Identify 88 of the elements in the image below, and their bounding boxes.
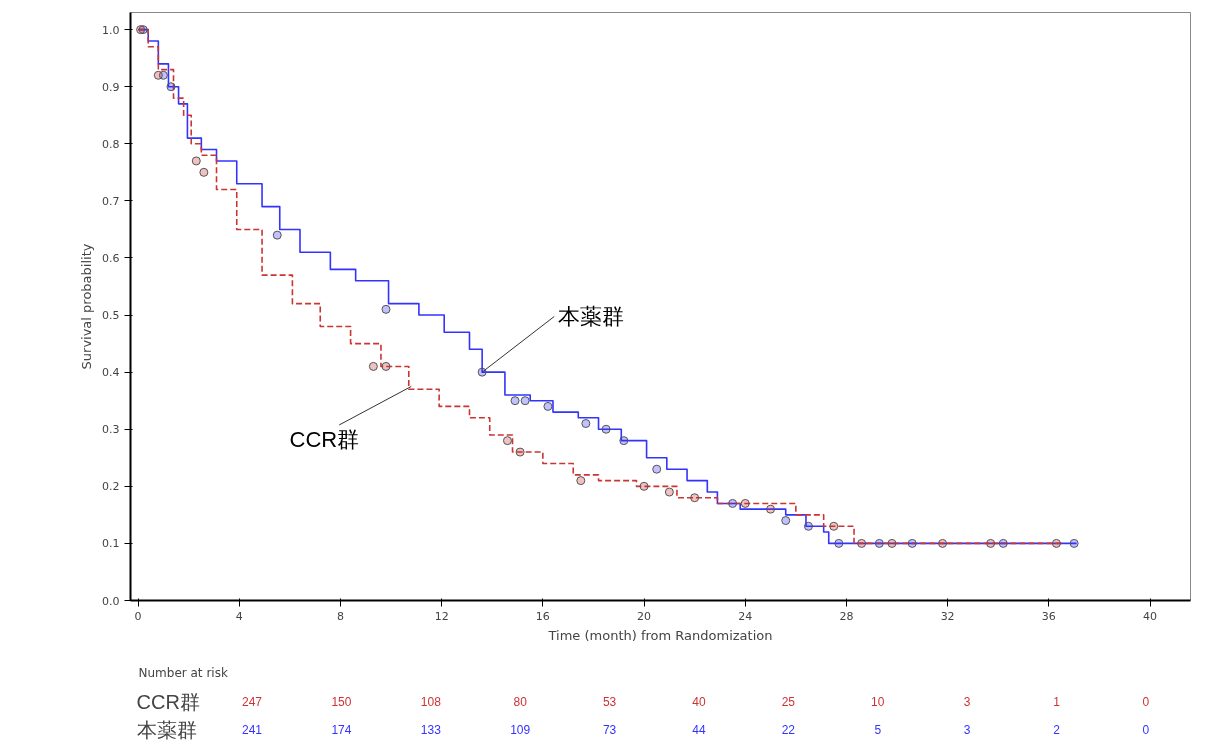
- point: [857, 538, 867, 548]
- point: [639, 481, 649, 491]
- point: [938, 538, 948, 548]
- text: 174: [331, 723, 352, 738]
- point: [1051, 538, 1061, 548]
- point: [368, 361, 378, 371]
- text: 2: [1053, 723, 1061, 738]
- point: [652, 464, 662, 474]
- point: [576, 476, 586, 486]
- point: [740, 498, 750, 508]
- x-tick-label: 32: [940, 609, 955, 623]
- text: 108: [420, 695, 442, 710]
- text: 53: [602, 695, 617, 710]
- text: 本薬群: [136, 718, 197, 741]
- x-tick-label: 36: [1041, 609, 1056, 623]
- text: Number at risk: [138, 666, 228, 681]
- x-tick-label: 12: [434, 609, 449, 623]
- text: 5: [874, 723, 882, 738]
- point: [690, 493, 700, 503]
- text: 44: [692, 723, 706, 738]
- y-tick-label: 0.4: [102, 366, 120, 380]
- point: [728, 498, 738, 508]
- point: [153, 70, 163, 80]
- text: 241: [242, 723, 263, 738]
- point: [874, 538, 884, 548]
- text: 133: [420, 723, 442, 738]
- point: [766, 504, 776, 514]
- text: 73: [602, 723, 617, 738]
- x-tick-label: 28: [839, 609, 854, 623]
- text: 22: [781, 723, 796, 738]
- annotation: CCR群: [289, 426, 360, 452]
- text: 3: [963, 695, 971, 710]
- point: [664, 487, 674, 497]
- y-tick-label: 1.0: [102, 23, 120, 37]
- x-axis-title: Time (month) from Randomization: [547, 627, 773, 643]
- text: 1: [1053, 695, 1061, 710]
- point: [781, 516, 791, 526]
- y-tick-label: 0.2: [102, 480, 120, 494]
- point: [619, 436, 629, 446]
- x-tick-label: 40: [1143, 609, 1158, 623]
- y-tick-label: 0.1: [102, 537, 120, 551]
- point: [581, 419, 591, 429]
- text: 0: [1142, 695, 1150, 710]
- y-tick-label: 0.5: [102, 309, 120, 323]
- text: 3: [963, 723, 971, 738]
- text: 25: [781, 695, 796, 710]
- y-tick-label: 0.9: [102, 80, 120, 94]
- point: [381, 304, 391, 314]
- text: 150: [331, 695, 352, 710]
- x-tick-label: 8: [336, 609, 344, 623]
- y-tick-label: 0.6: [102, 251, 120, 265]
- annotation: 本薬群: [558, 303, 625, 329]
- text: CCR群: [136, 690, 200, 713]
- point: [998, 538, 1008, 548]
- x-tick-label: 24: [738, 609, 753, 623]
- point: [166, 82, 176, 92]
- text: 247: [242, 695, 263, 710]
- point: [191, 156, 201, 166]
- point: [829, 521, 839, 531]
- point: [986, 538, 996, 548]
- y-tick-label: 0.8: [102, 137, 120, 151]
- y-tick-label: 0.3: [102, 423, 120, 437]
- point: [199, 167, 209, 177]
- x-tick-label: 0: [134, 609, 142, 623]
- point: [381, 361, 391, 371]
- text: 109: [510, 723, 531, 738]
- point: [510, 396, 520, 406]
- point: [520, 396, 530, 406]
- point: [907, 538, 917, 548]
- point: [887, 538, 897, 548]
- point: [804, 521, 813, 531]
- point: [502, 436, 512, 446]
- y-tick-label: 0.0: [102, 594, 120, 608]
- y-tick-label: 0.7: [102, 194, 120, 208]
- text: 0: [1142, 723, 1150, 738]
- text: 40: [692, 695, 706, 710]
- x-tick-label: 4: [235, 609, 243, 623]
- point: [601, 424, 611, 434]
- point: [272, 230, 282, 240]
- x-tick-label: 16: [535, 609, 550, 623]
- point: [834, 538, 844, 548]
- point: [1069, 538, 1079, 548]
- text: 80: [513, 695, 528, 710]
- y-axis-title: Survival probability: [79, 243, 95, 370]
- text: 10: [871, 695, 885, 710]
- point: [543, 401, 553, 411]
- x-tick-label: 20: [637, 609, 652, 623]
- point: [515, 447, 525, 457]
